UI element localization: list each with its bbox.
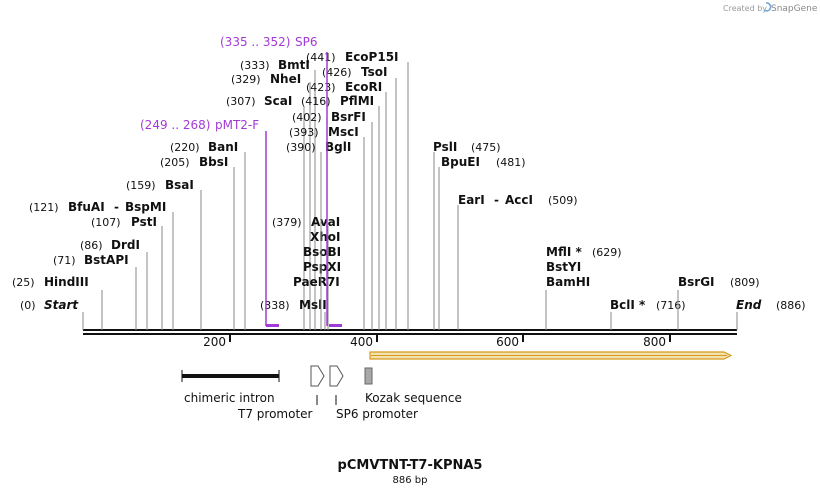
sequence-map: Created by SnapGene 200 400 600 800 (0) … — [0, 0, 820, 495]
site-name: BbsI — [199, 155, 228, 169]
site-name: BpuEI — [441, 155, 480, 169]
site-name: HindIII — [44, 275, 89, 289]
site-pos: (307) — [226, 95, 256, 108]
feature-label: SP6 promoter — [336, 407, 418, 421]
axis-tick-800: 800 — [643, 335, 670, 349]
site-BpuEI[interactable]: BpuEI (481) — [439, 155, 526, 330]
sequence-length: 886 bp — [393, 475, 428, 486]
site-pos: (716) — [656, 299, 686, 312]
site-name: PslI — [433, 140, 457, 154]
axis-tick-label: 200 — [203, 335, 226, 349]
feature-label: T7 promoter — [237, 407, 313, 421]
sequence-title: pCMVTNT-T7-KPNA5 — [338, 458, 483, 473]
axis-tick-label: 600 — [496, 335, 519, 349]
axis-tick-label: 800 — [643, 335, 666, 349]
site-name: NheI — [270, 72, 301, 86]
site-pos: (107) — [91, 216, 121, 229]
primer-range: (335 .. 352) — [220, 35, 290, 49]
site-name-bsobi: BsoBI — [303, 245, 341, 259]
credit-prefix: Created by — [723, 4, 767, 13]
site-name: BsrGI — [678, 275, 715, 289]
site-pos: (71) — [53, 254, 76, 267]
end-label: End — [736, 298, 762, 312]
site-pos: (393) — [289, 126, 319, 139]
site-pos: (416) — [301, 95, 331, 108]
site-pos: (629) — [592, 246, 622, 259]
site-pos: (475) — [471, 141, 501, 154]
primer-name: pMT2-F — [215, 118, 259, 132]
site-pos: (809) — [730, 276, 760, 289]
site-separator: - — [114, 200, 119, 214]
site-pos: (121) — [29, 201, 59, 214]
site-name-alt: BspMI — [125, 200, 166, 214]
site-name-xhoi: XhoI — [310, 230, 341, 244]
site-name: BclI * — [610, 298, 646, 312]
site-pos: (329) — [231, 73, 261, 86]
site-name-paer7i: PaeR7I — [293, 275, 340, 289]
site-AvaI-group[interactable]: (379) AvaI XhoI BsoBI PspXI PaeR7I — [272, 215, 341, 330]
site-pos: (390) — [286, 141, 316, 154]
site-name: BfuAI — [68, 200, 105, 214]
site-name-alt: AccI — [505, 193, 533, 207]
site-pos: (205) — [160, 156, 190, 169]
site-name: ScaI — [264, 94, 292, 108]
feature-chimeric-intron[interactable]: chimeric intron — [182, 370, 279, 405]
site-name: EarI — [458, 193, 485, 207]
axis-tick-400: 400 — [350, 335, 377, 349]
end-marker-end: End (886) — [736, 298, 806, 330]
site-BstAPI[interactable]: (71) BstAPI — [53, 253, 136, 330]
start-pos: (0) — [20, 299, 36, 312]
feature-label: chimeric intron — [184, 391, 275, 405]
axis-tick-label: 400 — [350, 335, 373, 349]
credit-brand: SnapGene — [771, 4, 818, 14]
site-name: TsoI — [361, 65, 387, 79]
axis-tick-600: 600 — [496, 335, 523, 349]
site-name: AvaI — [311, 215, 340, 229]
site-name: MflI * — [546, 245, 582, 259]
site-name: BsrFI — [331, 110, 366, 124]
site-name: MslI — [299, 298, 327, 312]
site-pos: (159) — [126, 179, 156, 192]
primer-range: (249 .. 268) — [140, 118, 210, 132]
site-name: EcoRI — [345, 80, 382, 94]
site-name-bamhi: BamHI — [546, 275, 590, 289]
site-DrdI[interactable]: (86) DrdI — [80, 238, 147, 330]
site-BclI[interactable]: BclI * (716) — [610, 298, 686, 330]
site-name: EcoP15I — [345, 50, 399, 64]
site-pos: (338) — [260, 299, 290, 312]
start-label: Start — [44, 298, 79, 312]
site-pos: (481) — [496, 156, 526, 169]
site-name: DrdI — [111, 238, 140, 252]
site-pos: (25) — [12, 276, 35, 289]
sequence-backbone — [83, 330, 737, 334]
site-name: BsaI — [165, 178, 194, 192]
site-MflI-group[interactable]: MflI * (629) BstYI BamHI — [546, 245, 622, 330]
site-pos: (86) — [80, 239, 103, 252]
site-pos: (220) — [170, 141, 200, 154]
site-pos: (333) — [240, 59, 270, 72]
site-name: BstAPI — [84, 253, 129, 267]
site-pos: (402) — [292, 111, 322, 124]
site-separator: - — [494, 193, 499, 207]
end-pos: (886) — [776, 299, 806, 312]
feature-label: Kozak sequence — [365, 391, 462, 405]
site-pos: (379) — [272, 216, 302, 229]
site-name-pspxi: PspXI — [303, 260, 341, 274]
site-name: BanI — [208, 140, 238, 154]
axis-tick-200: 200 — [203, 335, 230, 349]
primer-name: SP6 — [295, 35, 318, 49]
site-pos: (509) — [548, 194, 578, 207]
end-marker-start: (0) Start — [20, 298, 83, 330]
site-name: BglI — [325, 140, 351, 154]
site-name: PflMI — [340, 94, 374, 108]
feature-kozak-sequence[interactable]: Kozak sequence — [365, 368, 462, 405]
feature-orf[interactable] — [370, 352, 731, 359]
site-pos: (423) — [306, 81, 336, 94]
site-name: MscI — [328, 125, 359, 139]
site-name: PstI — [131, 215, 157, 229]
site-pos: (441) — [306, 51, 336, 64]
site-name-bstyi: BstYI — [546, 260, 581, 274]
